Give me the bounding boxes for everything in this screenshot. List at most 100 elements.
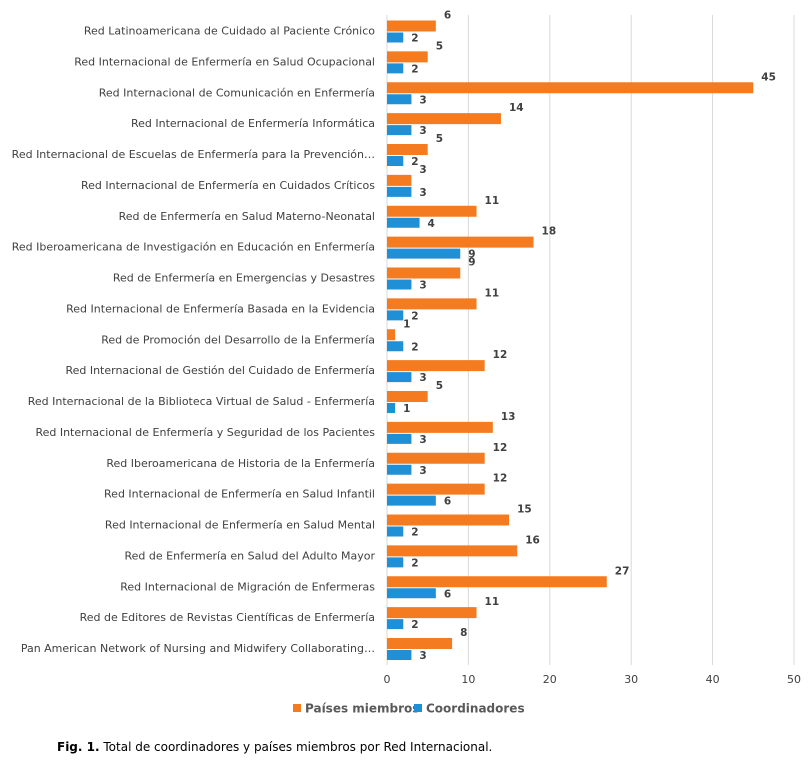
bar [387, 403, 396, 413]
value-label: 3 [419, 372, 426, 384]
bar [387, 310, 404, 321]
bar [387, 576, 607, 588]
y-tick-label: Red de Enfermería en Salud del Adulto Ma… [125, 549, 376, 562]
value-label: 2 [411, 527, 418, 539]
y-tick-label: Red Iberoamericana de Investigación en E… [12, 241, 375, 254]
value-label: 12 [493, 349, 508, 361]
value-label: 2 [411, 63, 418, 75]
y-tick-label: Red Internacional de Enfermería en Salud… [104, 488, 375, 501]
value-label: 9 [468, 249, 475, 261]
bar [387, 20, 436, 32]
y-tick-label: Pan American Network of Nursing and Midw… [21, 642, 375, 655]
value-label: 8 [460, 627, 467, 639]
bar [387, 236, 534, 248]
bar [387, 464, 412, 475]
y-tick-label: Red Latinoamericana de Cuidado al Pacien… [84, 25, 375, 38]
value-label: 13 [501, 411, 516, 423]
bar [387, 483, 485, 495]
value-label: 3 [419, 125, 426, 137]
legend-swatch [293, 704, 301, 712]
bar [387, 341, 404, 352]
bar [387, 32, 404, 43]
y-tick-label: Red de Promoción del Desarrollo de la En… [101, 333, 375, 346]
value-label: 45 [761, 71, 776, 83]
bar [387, 607, 477, 619]
value-label: 11 [485, 287, 500, 299]
value-label: 2 [411, 341, 418, 353]
bar [387, 51, 428, 63]
y-tick-label: Red Internacional de Enfermería Informát… [131, 117, 375, 130]
y-tick-label: Red de Enfermería en Salud Materno-Neona… [119, 210, 375, 223]
y-tick-label: Red Internacional de Enfermería Basada e… [66, 302, 375, 315]
y-tick-label: Red Internacional de Escuelas de Enferme… [12, 148, 375, 161]
legend-swatch [414, 704, 422, 712]
value-label: 5 [436, 133, 443, 145]
value-label: 9 [468, 257, 475, 269]
bar [387, 63, 404, 74]
value-label: 2 [411, 557, 418, 569]
y-tick-label: Red Internacional de Migración de Enferm… [120, 580, 375, 593]
bar [387, 156, 404, 166]
x-tick-label: 50 [787, 673, 801, 686]
y-tick-label: Red Internacional de Enfermería en Salud… [105, 519, 375, 532]
value-label: 5 [436, 40, 443, 52]
bar [387, 421, 493, 433]
value-label: 3 [419, 650, 426, 662]
bar [387, 217, 420, 228]
value-label: 15 [517, 504, 532, 516]
bar [387, 186, 412, 197]
y-tick-label: Red Internacional de Enfermería en Salud… [74, 55, 375, 68]
value-label: 27 [615, 565, 630, 577]
bar [387, 619, 404, 630]
x-tick-label: 40 [706, 673, 720, 686]
bar [387, 545, 518, 557]
y-tick-label: Red Iberoamericana de Historia de la Enf… [106, 457, 375, 470]
value-label: 2 [411, 33, 418, 45]
value-label: 2 [411, 156, 418, 168]
value-label: 6 [444, 496, 451, 508]
caption-text: Total de coordinadores y países miembros… [102, 740, 492, 754]
x-tick-label: 0 [384, 673, 391, 686]
bar [387, 329, 396, 341]
y-tick-label: Red Internacional de Enfermería y Seguri… [35, 426, 375, 439]
bar [387, 298, 477, 310]
bar [387, 638, 453, 649]
value-label: 11 [485, 596, 500, 608]
y-tick-label: Red de Enfermería en Emergencias y Desas… [113, 272, 375, 285]
bar [387, 526, 404, 537]
bar [387, 205, 477, 217]
value-label: 6 [444, 10, 451, 22]
value-label: 3 [419, 465, 426, 477]
bar [387, 650, 412, 660]
bar [387, 391, 428, 402]
bar [387, 113, 501, 125]
y-tick-label: Red Internacional de Gestión del Cuidado… [65, 364, 375, 377]
value-label: 11 [485, 195, 500, 207]
bar [387, 514, 510, 526]
bar [387, 144, 428, 155]
x-tick-label: 20 [543, 673, 557, 686]
x-tick-label: 30 [624, 673, 638, 686]
y-tick-label: Red Internacional de la Biblioteca Virtu… [28, 395, 375, 408]
x-tick-label: 10 [461, 673, 475, 686]
value-label: 3 [419, 187, 426, 199]
bar [387, 82, 754, 94]
value-label: 4 [428, 218, 435, 230]
value-label: 3 [419, 164, 426, 176]
bar [387, 279, 412, 290]
bar [387, 267, 461, 279]
bar [387, 433, 412, 444]
value-label: 3 [419, 94, 426, 106]
value-label: 18 [542, 226, 557, 238]
bar [387, 248, 461, 259]
bar [387, 495, 436, 506]
value-label: 2 [411, 619, 418, 631]
y-tick-label: Red de Editores de Revistas Científicas … [80, 611, 375, 624]
legend-label: Coordinadores [426, 702, 525, 716]
value-label: 6 [444, 588, 451, 600]
value-label: 1 [403, 403, 410, 415]
legend-label: Países miembros [305, 702, 419, 716]
value-label: 3 [419, 280, 426, 292]
value-label: 2 [411, 310, 418, 322]
